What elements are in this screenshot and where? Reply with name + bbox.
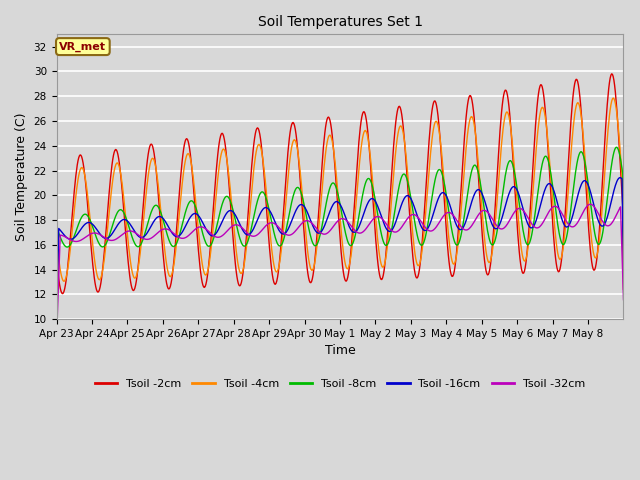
Line: Tsoil -8cm: Tsoil -8cm bbox=[56, 147, 623, 336]
Tsoil -2cm bbox=[431, 98, 438, 104]
Tsoil -8cm bbox=[399, 172, 406, 178]
Tsoil -2cm bbox=[52, 320, 60, 325]
Tsoil -32cm bbox=[119, 231, 127, 237]
Tsoil -8cm bbox=[431, 181, 438, 187]
Tsoil -8cm bbox=[223, 193, 231, 199]
Tsoil -2cm bbox=[399, 117, 406, 123]
Line: Tsoil -16cm: Tsoil -16cm bbox=[56, 178, 623, 335]
Legend: Tsoil -2cm, Tsoil -4cm, Tsoil -8cm, Tsoil -16cm, Tsoil -32cm: Tsoil -2cm, Tsoil -4cm, Tsoil -8cm, Tsoi… bbox=[90, 374, 589, 393]
Tsoil -16cm bbox=[620, 265, 627, 271]
Tsoil -8cm bbox=[252, 206, 259, 212]
Tsoil -16cm bbox=[119, 217, 127, 223]
Tsoil -4cm bbox=[273, 269, 281, 275]
Line: Tsoil -4cm: Tsoil -4cm bbox=[56, 98, 623, 310]
Tsoil -16cm bbox=[273, 223, 281, 229]
Tsoil -32cm bbox=[252, 233, 259, 239]
Tsoil -4cm bbox=[252, 154, 259, 159]
Tsoil -32cm bbox=[399, 223, 406, 229]
Tsoil -4cm bbox=[399, 127, 406, 132]
Tsoil -32cm bbox=[223, 228, 231, 234]
Tsoil -4cm bbox=[119, 189, 127, 194]
Tsoil -2cm bbox=[608, 71, 616, 77]
Tsoil -16cm bbox=[52, 332, 60, 338]
Tsoil -16cm bbox=[616, 175, 623, 180]
Tsoil -8cm bbox=[620, 240, 627, 246]
Tsoil -8cm bbox=[613, 144, 621, 150]
Tsoil -4cm bbox=[223, 160, 231, 166]
Tsoil -2cm bbox=[223, 161, 231, 167]
Tsoil -32cm bbox=[620, 297, 627, 302]
Tsoil -32cm bbox=[431, 227, 438, 232]
Tsoil -16cm bbox=[223, 209, 231, 215]
Tsoil -16cm bbox=[399, 199, 406, 205]
Tsoil -2cm bbox=[252, 131, 259, 136]
Line: Tsoil -2cm: Tsoil -2cm bbox=[56, 74, 623, 323]
Tsoil -4cm bbox=[431, 122, 438, 128]
Text: VR_met: VR_met bbox=[60, 41, 106, 52]
Tsoil -32cm bbox=[273, 222, 281, 228]
Tsoil -2cm bbox=[273, 278, 281, 284]
Tsoil -4cm bbox=[620, 273, 627, 278]
Tsoil -16cm bbox=[252, 222, 259, 228]
Tsoil -2cm bbox=[620, 287, 627, 292]
X-axis label: Time: Time bbox=[324, 344, 355, 357]
Tsoil -32cm bbox=[52, 336, 60, 342]
Line: Tsoil -32cm: Tsoil -32cm bbox=[56, 204, 623, 339]
Tsoil -2cm bbox=[119, 198, 127, 204]
Tsoil -8cm bbox=[273, 240, 281, 245]
Y-axis label: Soil Temperature (C): Soil Temperature (C) bbox=[15, 112, 28, 241]
Tsoil -8cm bbox=[52, 334, 60, 339]
Tsoil -4cm bbox=[609, 95, 617, 101]
Tsoil -4cm bbox=[52, 307, 60, 313]
Tsoil -16cm bbox=[431, 208, 438, 214]
Tsoil -8cm bbox=[119, 209, 127, 215]
Title: Soil Temperatures Set 1: Soil Temperatures Set 1 bbox=[257, 15, 422, 29]
Tsoil -32cm bbox=[586, 202, 594, 207]
